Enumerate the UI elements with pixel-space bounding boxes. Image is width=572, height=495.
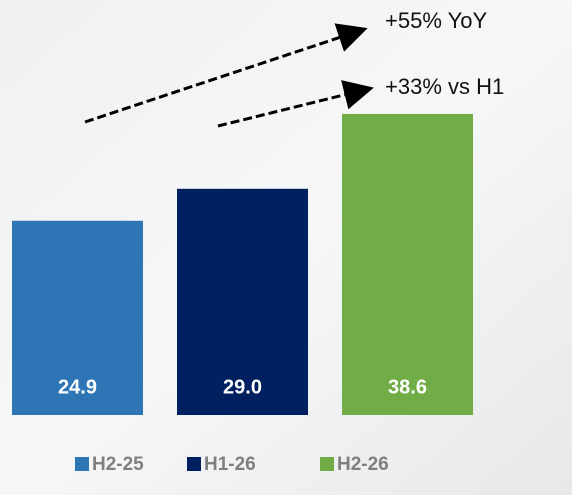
legend-label: H1-26 [204,454,256,475]
legend-swatch [75,457,89,471]
bar [342,113,473,416]
legend-swatch [320,457,334,471]
legend-label: H2-25 [92,454,144,475]
value-label: 38.6 [388,376,427,398]
legend-swatch [187,457,201,471]
legend-label: H2-26 [337,454,389,475]
arrow [84,23,368,124]
value-label: 24.9 [58,376,97,398]
bar [177,188,308,415]
bar [12,220,143,415]
value-label: 29.0 [223,376,262,398]
annotation: +55% YoY [385,8,487,33]
annotation: +33% vs H1 [385,74,504,99]
